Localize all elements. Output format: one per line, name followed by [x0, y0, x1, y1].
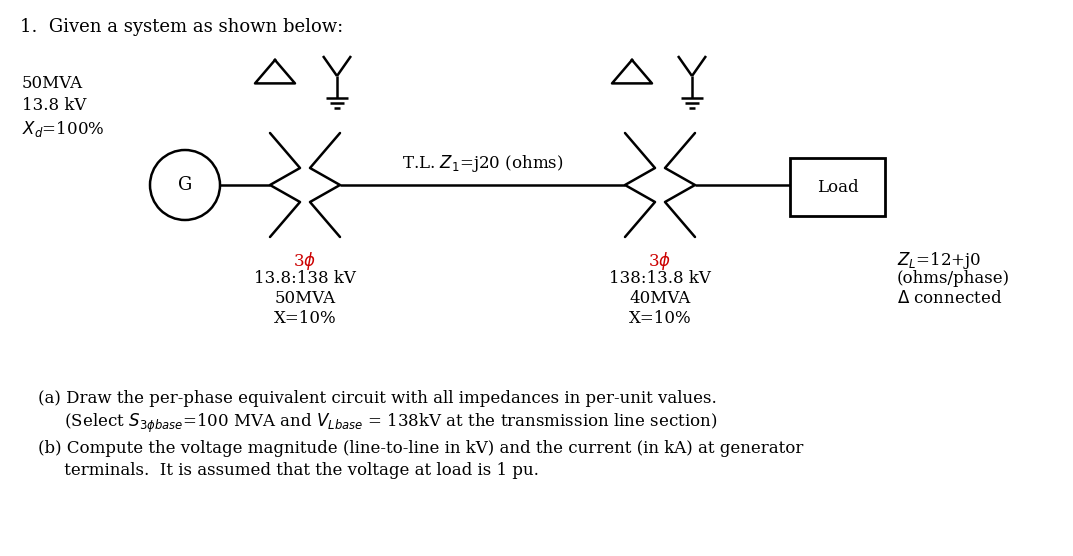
Bar [790, 158, 885, 216]
Text: (b) Compute the voltage magnitude (line-to-line in kV) and the current (in kA) a: (b) Compute the voltage magnitude (line-… [38, 440, 804, 457]
Text: 138:13.8 kV: 138:13.8 kV [609, 270, 711, 287]
Text: 13.8 kV: 13.8 kV [23, 97, 86, 114]
Text: $X_d$=100%: $X_d$=100% [23, 119, 104, 139]
Text: 50MVA: 50MVA [275, 290, 336, 307]
Text: G: G [178, 176, 192, 194]
Text: X=10%: X=10% [274, 310, 336, 327]
Text: 3$\phi$: 3$\phi$ [648, 250, 672, 272]
Text: (a) Draw the per-phase equivalent circuit with all impedances in per-unit values: (a) Draw the per-phase equivalent circui… [38, 390, 717, 407]
Text: (Select $S_{3\phi base}$=100 MVA and $V_{Lbase}$ = 138kV at the transmission lin: (Select $S_{3\phi base}$=100 MVA and $V_… [38, 412, 718, 435]
Text: $Z_L$=12+j0: $Z_L$=12+j0 [897, 250, 982, 271]
Text: 50MVA: 50MVA [23, 75, 83, 92]
Text: X=10%: X=10% [629, 310, 691, 327]
Text: Load: Load [817, 178, 858, 196]
Text: 40MVA: 40MVA [630, 290, 691, 307]
Text: (ohms/phase): (ohms/phase) [897, 270, 1010, 287]
Text: 13.8:138 kV: 13.8:138 kV [254, 270, 356, 287]
Text: 1.  Given a system as shown below:: 1. Given a system as shown below: [20, 18, 343, 36]
Text: terminals.  It is assumed that the voltage at load is 1 pu.: terminals. It is assumed that the voltag… [38, 462, 539, 479]
Text: T.L. $Z_1$=j20 (ohms): T.L. $Z_1$=j20 (ohms) [401, 153, 563, 174]
Text: $\Delta$ connected: $\Delta$ connected [897, 290, 1002, 307]
Text: 3$\phi$: 3$\phi$ [294, 250, 317, 272]
